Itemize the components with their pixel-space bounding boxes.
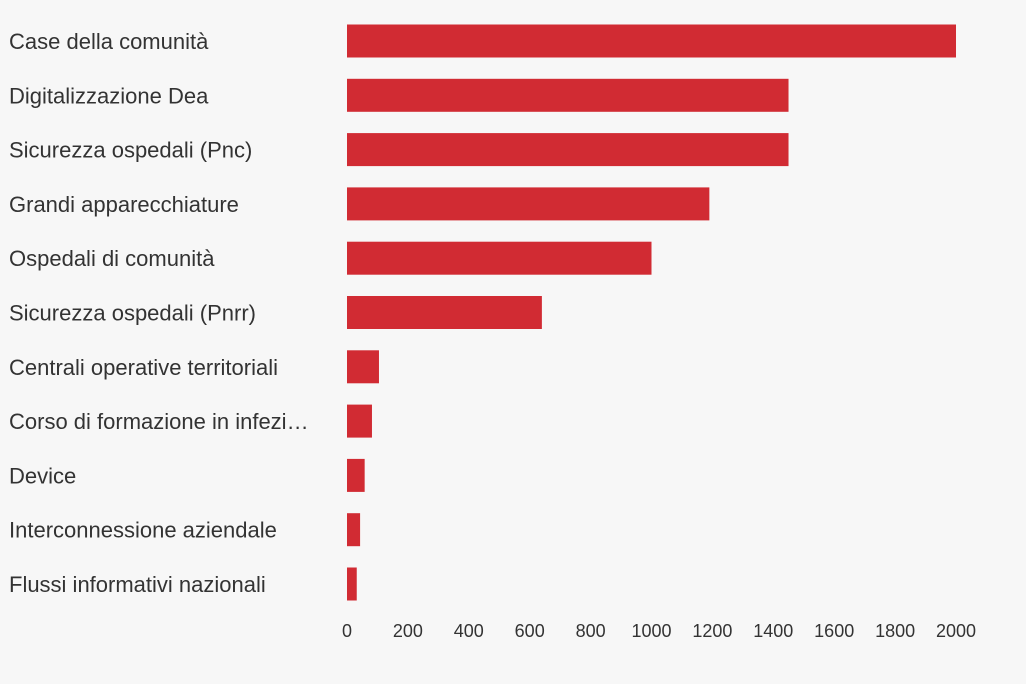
x-tick-label: 0	[342, 621, 352, 641]
category-label: Sicurezza ospedali (Pnc)	[9, 138, 252, 163]
x-tick-label: 1200	[692, 621, 732, 641]
x-tick-label: 1800	[875, 621, 915, 641]
bar	[347, 133, 789, 167]
x-tick-label: 2000	[936, 621, 976, 641]
bars	[347, 24, 956, 601]
x-tick-label: 800	[576, 621, 606, 641]
category-label: Centrali operative territoriali	[9, 355, 278, 380]
x-tick-label: 1600	[814, 621, 854, 641]
x-tick-label: 1400	[753, 621, 793, 641]
category-label: Case della comunità	[9, 29, 209, 54]
x-tick-label: 600	[515, 621, 545, 641]
category-label: Device	[9, 463, 76, 488]
bar	[347, 241, 652, 275]
bar	[347, 458, 365, 492]
x-axis-tick-labels: 0 200 400 600 800 1000 1200 1400 1600 1800 2000	[342, 621, 976, 641]
bar	[347, 404, 372, 438]
category-label: Ospedali di comunità	[9, 246, 215, 271]
bar	[347, 78, 789, 112]
category-labels: Case della comunità Digitalizzazione Dea S…	[9, 29, 309, 597]
category-label: Interconnessione aziendale	[9, 518, 277, 543]
category-label: Flussi informativi nazionali	[9, 572, 266, 597]
category-label: Sicurezza ospedali (Pnrr)	[9, 301, 256, 326]
x-tick-label: 1000	[631, 621, 671, 641]
bar	[347, 296, 542, 329]
bar	[347, 513, 361, 547]
bar	[347, 24, 956, 58]
category-label: Corso di formazione in infezi…	[9, 409, 309, 434]
bar	[347, 350, 379, 384]
x-tick-label: 200	[393, 621, 423, 641]
category-label: Grandi apparecchiature	[9, 192, 239, 217]
x-tick-label: 400	[454, 621, 484, 641]
bar	[347, 187, 710, 221]
category-label: Digitalizzazione Dea	[9, 83, 209, 108]
bar	[347, 567, 357, 601]
